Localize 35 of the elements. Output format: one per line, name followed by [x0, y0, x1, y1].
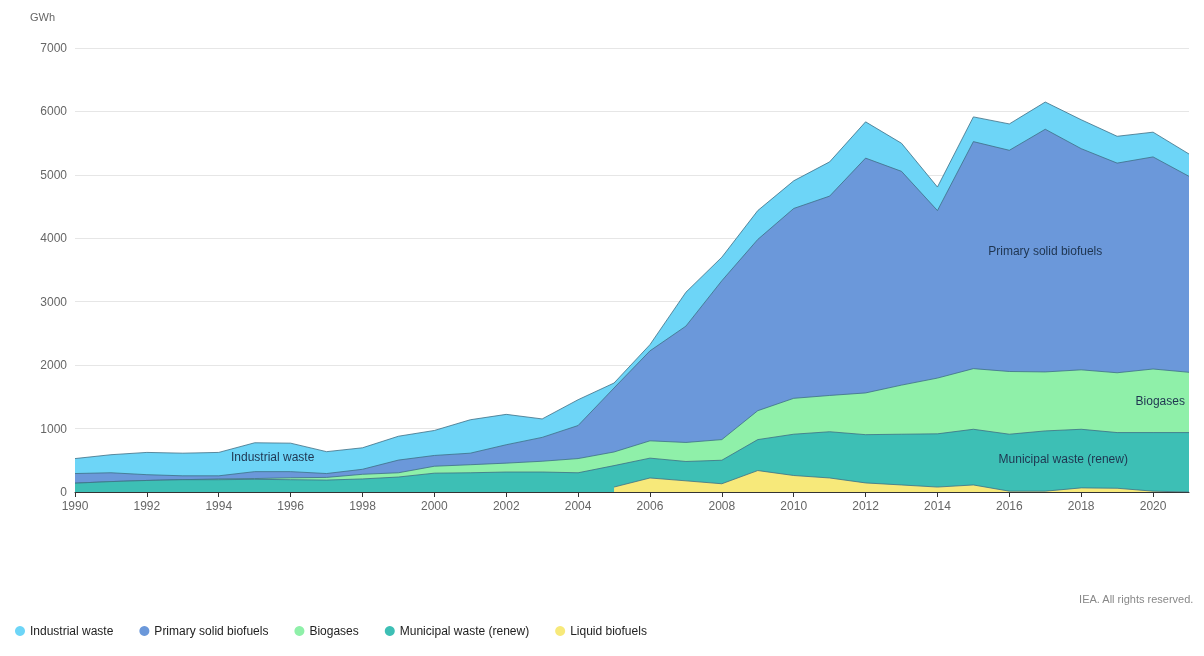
text: IEA. All rights reserved. [1079, 592, 1194, 605]
text: Primary solid biofuels [988, 243, 1103, 258]
legend-label: Primary solid biofuels [154, 624, 269, 638]
x-tick-label: 1994 [205, 499, 233, 513]
legend-label: Industrial waste [30, 624, 114, 638]
x-tick-label: 2016 [995, 499, 1023, 513]
x-tick-label: 1998 [349, 499, 377, 513]
y-tick-label: 3000 [40, 294, 68, 309]
y-tick-label: 4000 [40, 231, 68, 246]
x-tick-label: 1990 [61, 499, 89, 513]
x-tick-label: 2018 [1067, 499, 1095, 513]
y-tick-label: 1000 [40, 421, 68, 436]
y-tick-label: 5000 [40, 167, 68, 182]
x-tick-label: 2004 [564, 499, 592, 513]
legend-label: Biogases [309, 624, 359, 638]
x-tick-label: 2012 [852, 499, 880, 513]
y-axis-title: GWh [29, 10, 55, 23]
text: Municipal waste (renew) [998, 451, 1128, 466]
x-tick-label: 2000 [421, 499, 449, 513]
legend-label: Municipal waste (renew) [399, 624, 530, 638]
legend-label: Liquid biofuels [570, 624, 647, 638]
x-tick-label: 2008 [708, 499, 736, 513]
text: Industrial waste [230, 450, 315, 465]
y-tick-label: 6000 [40, 104, 68, 119]
x-tick-label: 1992 [133, 499, 161, 513]
x-tick-label: 2002 [492, 499, 520, 513]
y-tick-label: 7000 [40, 41, 68, 55]
x-tick-label: 2006 [636, 499, 664, 513]
text: Biogases [1135, 393, 1185, 408]
x-tick-label: 2010 [780, 499, 808, 513]
x-tick-label: 2020 [1139, 499, 1167, 513]
x-tick-label: 1996 [277, 499, 305, 513]
y-tick-label: 0 [60, 485, 68, 499]
x-tick-label: 2014 [924, 499, 952, 513]
y-tick-label: 2000 [40, 358, 68, 373]
